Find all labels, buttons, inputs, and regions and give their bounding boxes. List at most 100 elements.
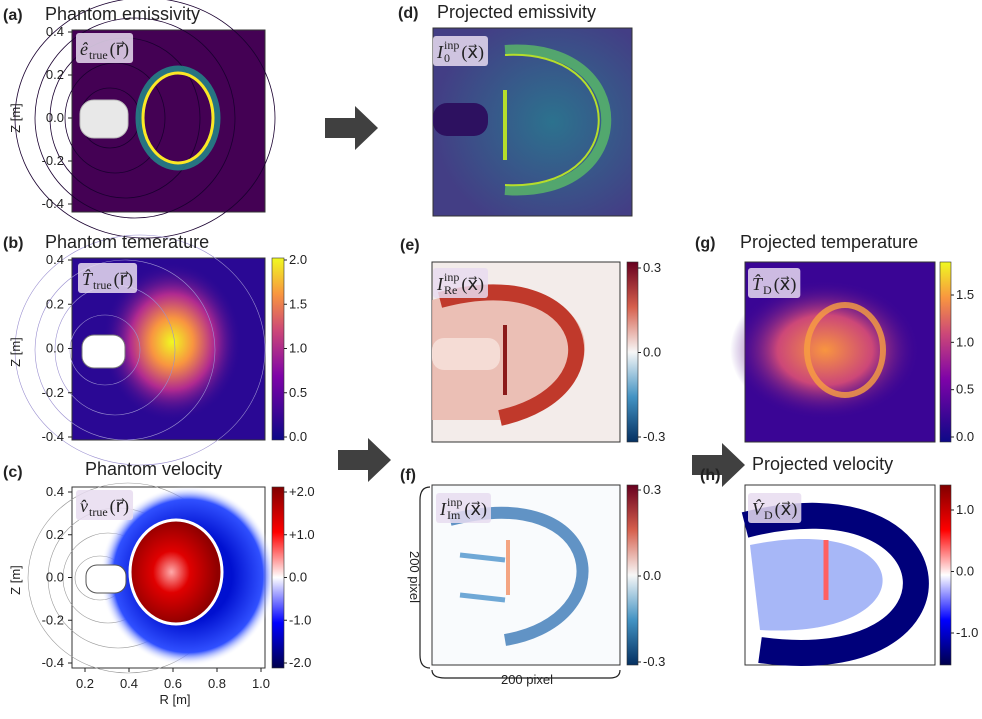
x-axis-label: R [m]	[159, 692, 190, 707]
inset-sub: 0	[444, 51, 450, 65]
colorbar-tick-label: 0.3	[643, 260, 661, 275]
colorbar	[627, 262, 638, 442]
colorbar	[272, 487, 284, 668]
colorbar-tick-label: -2.0	[289, 655, 311, 670]
colorbar-tick-label: -1.0	[956, 625, 978, 640]
pixel-label: 200 pixel	[501, 672, 553, 687]
y-tick-label: -0.2	[42, 153, 64, 168]
panel-label: (a)	[3, 7, 23, 24]
inset-sub: D	[764, 508, 773, 522]
y-tick-label: 0.2	[46, 67, 64, 82]
colorbar-tick-label: -0.3	[643, 429, 665, 444]
figure: (a)Phantom emissivityêtrue(r⃗)0.40.20.0-…	[0, 0, 982, 719]
inset-sup: inp	[444, 270, 459, 284]
y-axis-label: Z [m]	[8, 565, 23, 595]
panel-title: Projected temperature	[740, 232, 918, 252]
y-tick-label: 0.4	[46, 24, 64, 39]
colorbar-tick-label: 1.5	[289, 296, 307, 311]
x-tick-label: 1.0	[252, 676, 270, 691]
y-axis-label: Z [m]	[8, 103, 23, 133]
panel-title: Phantom emissivity	[45, 4, 200, 24]
y-axis-label: Z [m]	[8, 337, 23, 367]
panel-label: (h)	[700, 467, 720, 484]
colorbar	[272, 258, 284, 440]
inset: T̂D(x⃗)	[748, 268, 800, 298]
x-tick-label: 0.2	[76, 676, 94, 691]
colorbar	[627, 485, 638, 665]
y-tick-label: 0.2	[46, 527, 64, 542]
inset-sub: true	[89, 505, 108, 519]
panel-label: (d)	[398, 5, 418, 22]
y-tick-label: -0.2	[42, 385, 64, 400]
panel-label: (e)	[400, 237, 420, 254]
panel-label: (c)	[3, 464, 23, 481]
inset-sub: Im	[447, 508, 461, 522]
colorbar-tick-label: 1.5	[956, 287, 974, 302]
colorbar-tick-label: 0.5	[289, 385, 307, 400]
panel-title: Phantom temerature	[45, 232, 209, 252]
inset-symbol: I	[436, 274, 444, 294]
inset-arg: (x⃗)	[774, 274, 797, 295]
colorbar-tick-label: 2.0	[289, 252, 307, 267]
colorbar-tick-label: 0.0	[643, 568, 661, 583]
colorbar-tick-label: 0.0	[289, 429, 307, 444]
panel-label: (f)	[400, 467, 416, 484]
panel-title: Projected emissivity	[437, 2, 596, 22]
inset-sub: true	[93, 278, 112, 292]
y-tick-label: -0.4	[42, 429, 64, 444]
colorbar-tick-label: 0.0	[643, 345, 661, 360]
panel-label: (b)	[3, 235, 23, 252]
colorbar-tick-label: 0.0	[956, 564, 974, 579]
y-tick-label: 0.4	[46, 252, 64, 267]
inset-arg: (r⃗)	[110, 39, 129, 60]
colorbar-tick-label: 1.0	[956, 502, 974, 517]
inset-symbol: v̂	[80, 496, 88, 516]
inset-arg: (r⃗)	[110, 496, 129, 517]
inset-arg: (x⃗)	[464, 499, 487, 520]
inset: T̂true(r⃗)	[78, 263, 137, 293]
panel-label: (g)	[695, 235, 715, 252]
inset: V̂D(x⃗)	[748, 493, 801, 523]
inset: v̂true(r⃗)	[76, 490, 133, 520]
inset-sub: Re	[444, 283, 457, 297]
y-tick-label: -0.4	[42, 196, 64, 211]
pixel-label: 200 pixel	[407, 551, 422, 603]
colorbar	[940, 262, 951, 442]
y-tick-label: 0.0	[46, 570, 64, 585]
inset-sub: true	[89, 48, 108, 62]
panel-title: Phantom velocity	[85, 459, 222, 479]
x-tick-label: 0.8	[208, 676, 226, 691]
y-tick-label: -0.4	[42, 655, 64, 670]
colorbar-tick-label: 1.0	[289, 341, 307, 356]
inset-sup: inp	[447, 495, 462, 509]
image-c	[28, 483, 276, 673]
y-tick-label: 0.2	[46, 296, 64, 311]
colorbar-tick-label: 0.0	[289, 570, 307, 585]
colorbar-tick-label: 0.3	[643, 482, 661, 497]
inset-symbol: ê	[80, 39, 88, 59]
inset-sub: D	[763, 283, 772, 297]
inset-arg: (x⃗)	[461, 42, 484, 63]
inset-sup: inp	[444, 38, 459, 52]
y-tick-label: 0.4	[46, 484, 64, 499]
y-tick-label: 0.0	[46, 341, 64, 356]
inset-symbol: I	[436, 42, 444, 62]
colorbar-tick-label: 1.0	[956, 334, 974, 349]
panel-title: Projected velocity	[752, 454, 893, 474]
inset-arg: (x⃗)	[461, 274, 484, 295]
x-tick-label: 0.4	[120, 676, 138, 691]
inset-arg: (r⃗)	[114, 269, 133, 290]
y-tick-label: 0.0	[46, 110, 64, 125]
colorbar-tick-label: 0.0	[956, 429, 974, 444]
colorbar-tick-label: +1.0	[289, 527, 315, 542]
colorbar	[940, 485, 951, 665]
x-tick-label: 0.6	[164, 676, 182, 691]
inset-arg: (x⃗)	[775, 499, 798, 520]
colorbar-tick-label: 0.5	[956, 382, 974, 397]
colorbar-tick-label: -1.0	[289, 612, 311, 627]
y-tick-label: -0.2	[42, 612, 64, 627]
